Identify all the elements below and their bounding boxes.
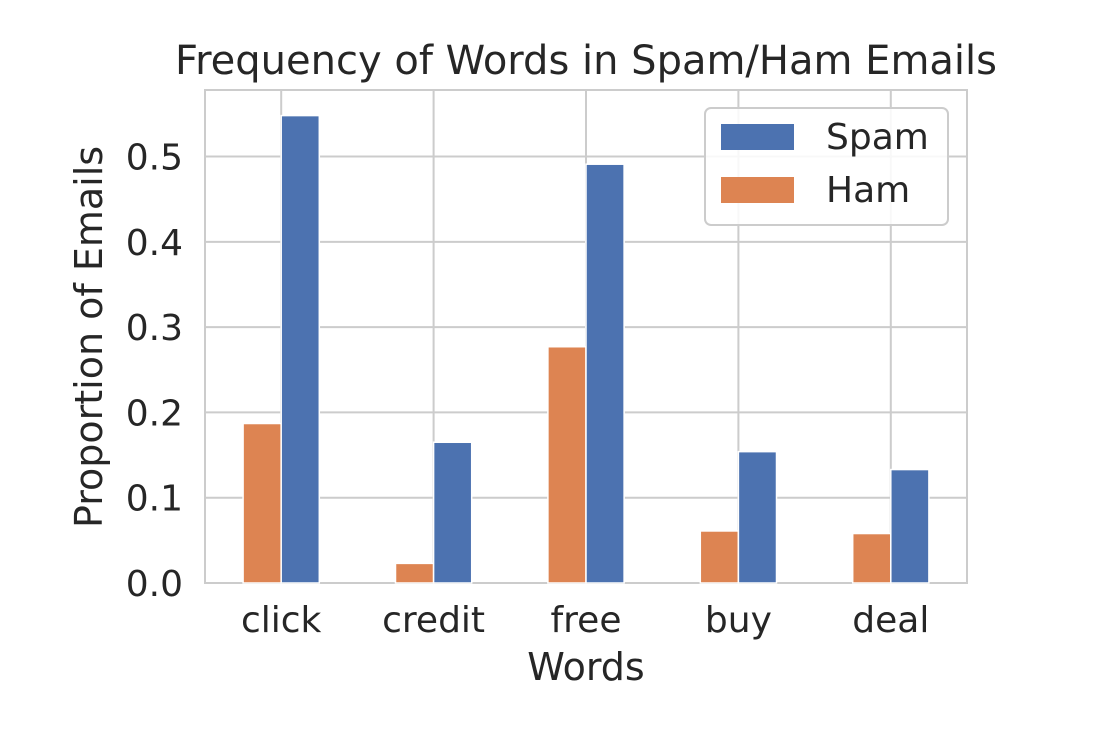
legend-swatch-spam [721, 124, 794, 150]
x-tick-label: click [241, 600, 322, 641]
x-tick-label: deal [852, 600, 929, 641]
bar-spam-buy [737, 450, 778, 584]
bar-ham-deal [851, 532, 892, 584]
x-tick-label: credit [382, 600, 485, 641]
chart-title: Frequency of Words in Spam/Ham Emails [175, 38, 997, 84]
y-tick-label: 0.1 [126, 479, 183, 520]
y-tick-label: 0.0 [126, 564, 183, 605]
tick-labels: 0.0 0.1 0.2 0.3 0.4 0.5 click credit free buy deal [126, 138, 930, 641]
bar-spam-deal [890, 468, 930, 584]
y-tick-label: 0.3 [126, 308, 183, 349]
legend-label-spam: Spam [826, 117, 929, 158]
bar-spam-free [585, 163, 625, 584]
y-axis-label: Proportion of Emails [67, 146, 111, 528]
bar-spam-click [280, 114, 321, 584]
bar-spam-credit [432, 441, 473, 584]
x-tick-label: free [551, 600, 622, 641]
legend-swatch-ham [721, 177, 794, 203]
bar-ham-free [547, 345, 587, 584]
y-tick-label: 0.5 [126, 138, 183, 179]
legend: Spam Ham [704, 107, 949, 226]
y-tick-label: 0.2 [126, 393, 183, 434]
bar-ham-click [242, 422, 282, 584]
x-axis-label: Words [527, 645, 644, 689]
x-tick-label: buy [705, 600, 772, 641]
bars [242, 114, 930, 584]
legend-label-ham: Ham [826, 170, 910, 211]
y-tick-label: 0.4 [126, 223, 183, 264]
bar-ham-credit [394, 562, 435, 584]
bar-ham-buy [699, 530, 740, 584]
